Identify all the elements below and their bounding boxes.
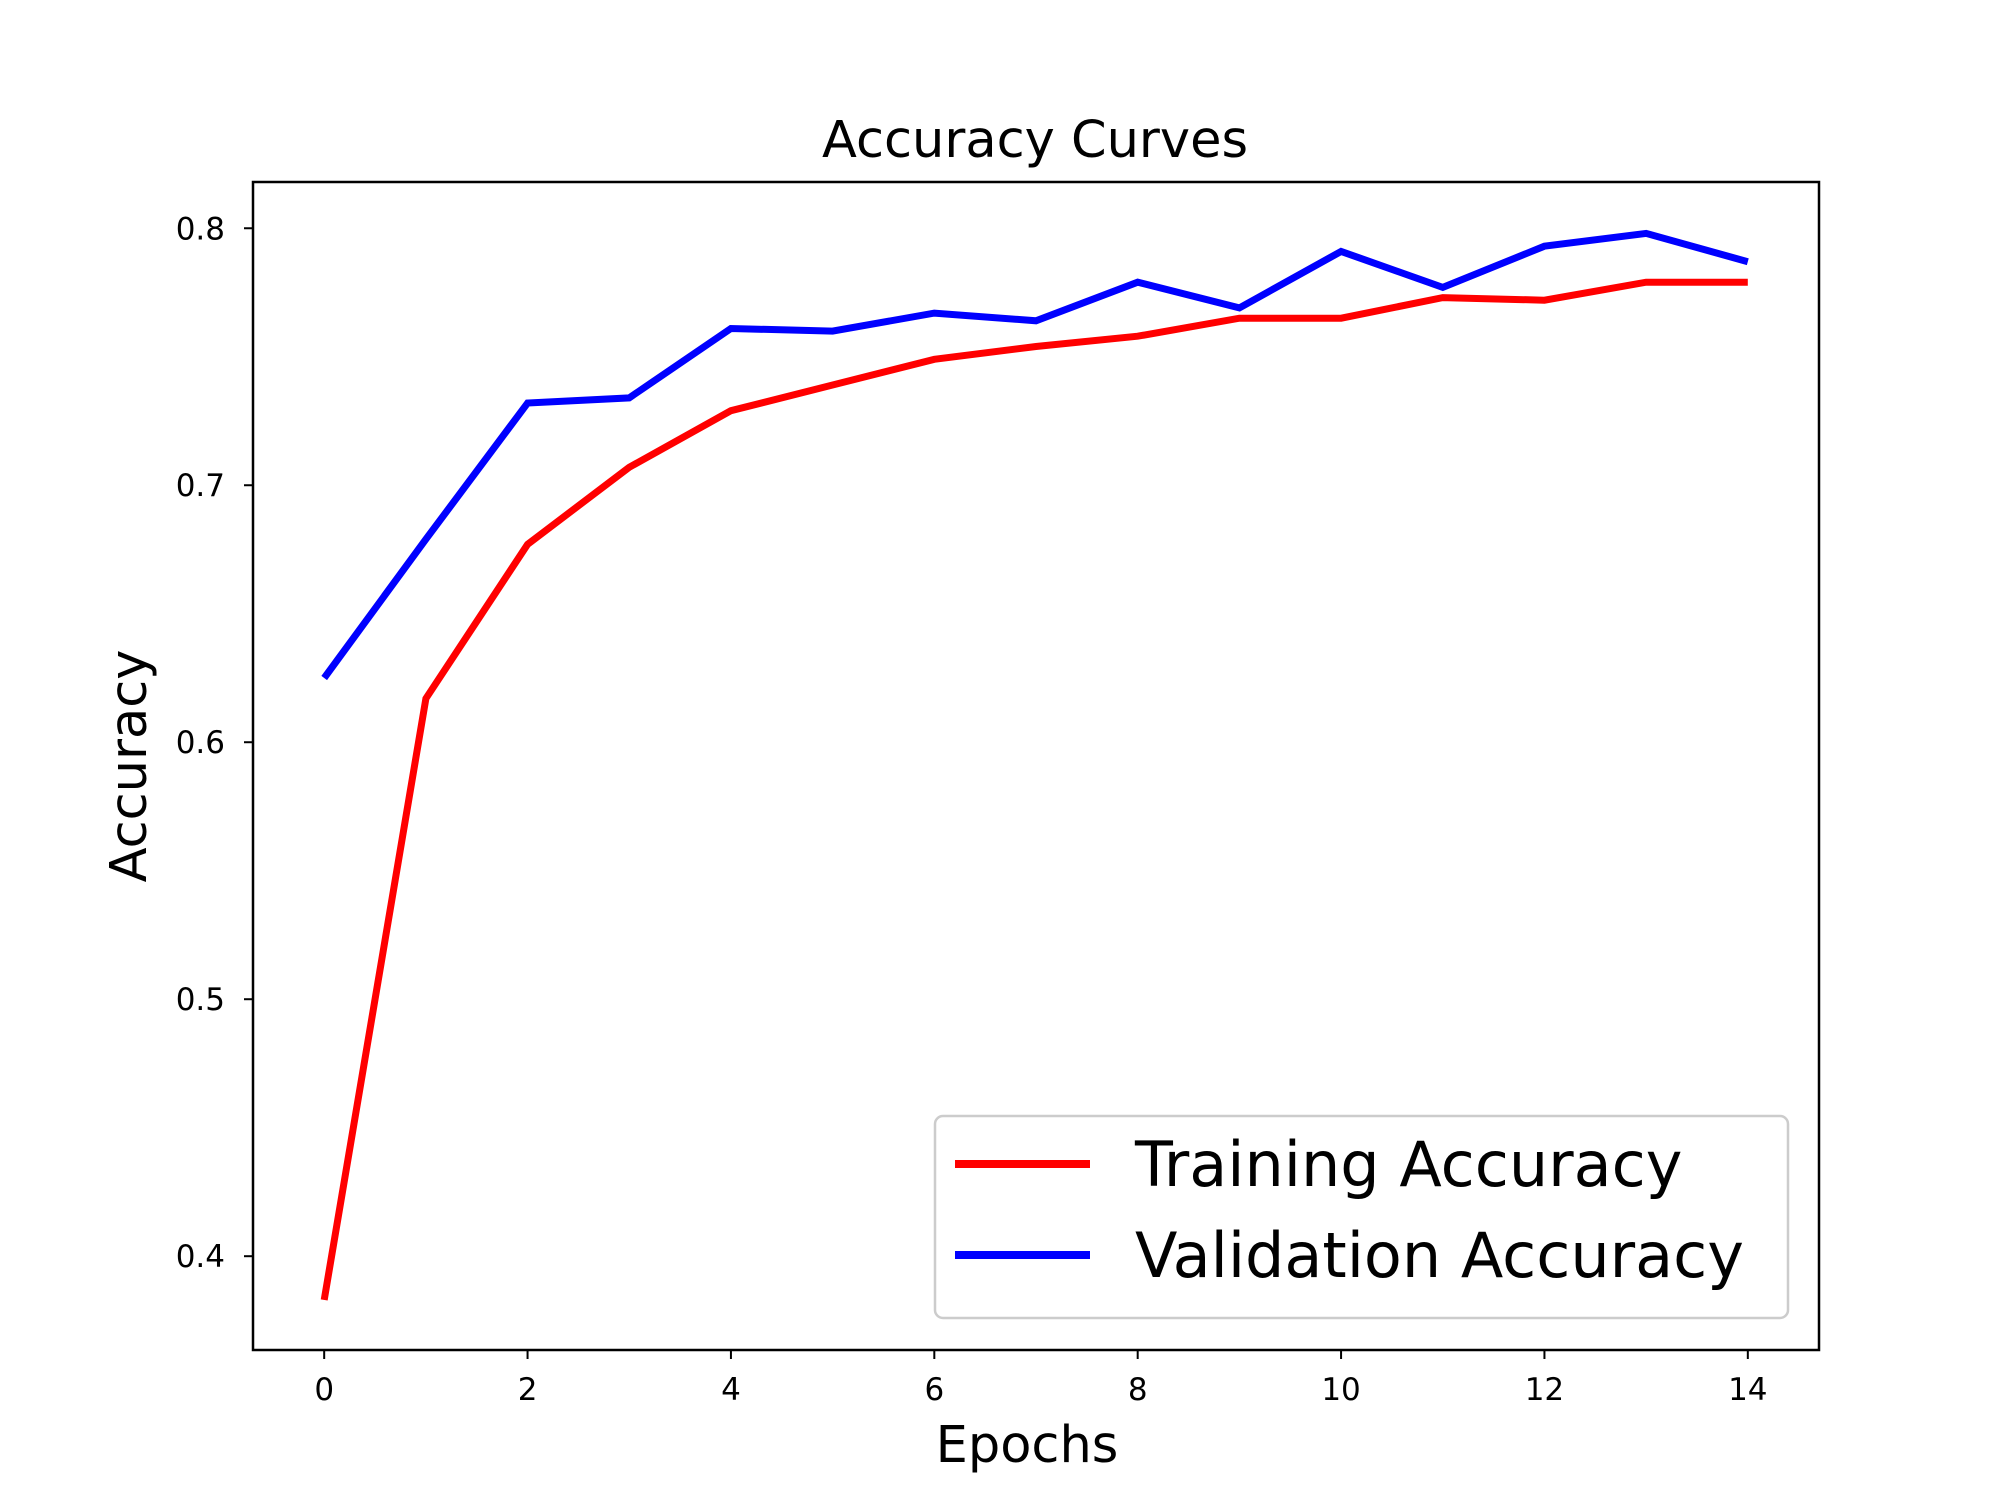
x-tick-label: 4 (721, 1372, 741, 1408)
legend: Training Accuracy Validation Accuracy (935, 1116, 1788, 1318)
legend-label-1: Training Accuracy (1134, 1128, 1682, 1201)
x-tick-label: 6 (924, 1372, 944, 1408)
x-tick-label: 10 (1321, 1372, 1360, 1408)
chart-title: Accuracy Curves (822, 111, 1248, 170)
y-tick-label: 0.5 (176, 982, 225, 1018)
x-axis-label: Epochs (936, 1416, 1119, 1475)
legend-label-2: Validation Accuracy (1135, 1219, 1744, 1292)
y-tick-label: 0.4 (176, 1239, 225, 1275)
x-tick-label: 14 (1728, 1372, 1767, 1408)
x-tick-label: 2 (518, 1372, 538, 1408)
y-tick-label: 0.6 (176, 725, 225, 761)
y-tick-label: 0.7 (176, 468, 225, 504)
x-tick-label: 12 (1525, 1372, 1564, 1408)
x-tick-label: 0 (314, 1372, 334, 1408)
y-axis-label: Accuracy (100, 650, 159, 883)
y-tick-label: 0.8 (176, 211, 225, 247)
x-tick-label: 8 (1128, 1372, 1148, 1408)
